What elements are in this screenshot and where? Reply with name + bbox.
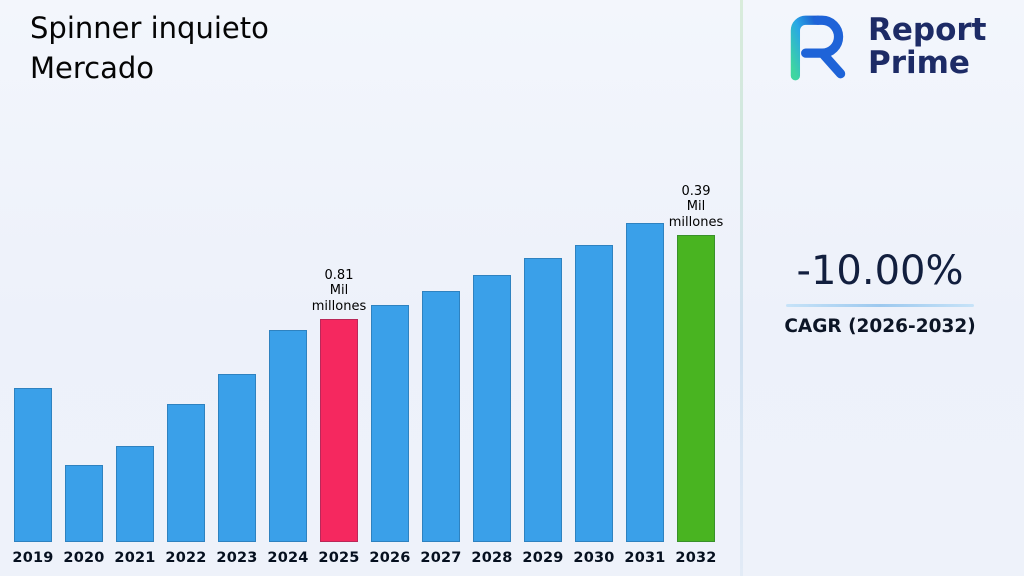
logo-word-report: Report bbox=[868, 12, 987, 49]
logo-word-prime: Prime bbox=[868, 45, 970, 81]
x-tick-2020: 2020 bbox=[63, 550, 105, 566]
bar-2026 bbox=[371, 305, 409, 542]
bar-column-2031: 2031 bbox=[624, 184, 666, 566]
bar-column-2023: 2023 bbox=[216, 184, 258, 566]
x-tick-2023: 2023 bbox=[216, 550, 258, 566]
bar-column-2019: 2019 bbox=[12, 184, 54, 566]
bar-2028 bbox=[473, 275, 511, 542]
cagr-value: -10.00% bbox=[796, 248, 964, 294]
bar-2020 bbox=[65, 465, 103, 542]
x-tick-2029: 2029 bbox=[522, 550, 564, 566]
bar-2030 bbox=[575, 245, 613, 542]
bar-column-2028: 2028 bbox=[471, 184, 513, 566]
report-prime-logo-icon bbox=[790, 15, 846, 81]
page-title: Spinner inquieto Mercado bbox=[30, 8, 269, 88]
x-tick-2031: 2031 bbox=[624, 550, 666, 566]
bar-2019 bbox=[14, 388, 52, 542]
report-prime-logo: Report Prime bbox=[780, 10, 987, 84]
x-tick-2025: 2025 bbox=[318, 550, 360, 566]
page-title-line2: Mercado bbox=[30, 51, 155, 86]
page-title-line1: Spinner inquieto bbox=[30, 11, 269, 45]
report-prime-logo-text: Report Prime bbox=[868, 14, 987, 79]
x-tick-2026: 2026 bbox=[369, 550, 411, 566]
x-tick-2028: 2028 bbox=[471, 550, 513, 566]
cagr-underline bbox=[786, 304, 974, 307]
x-tick-2021: 2021 bbox=[114, 550, 156, 566]
bar-2032 bbox=[677, 234, 715, 542]
bars-row: 2019 2020 2021 2022 2023 2024 0.81 Mil millone… bbox=[12, 184, 723, 566]
bar-2022 bbox=[167, 404, 205, 542]
x-tick-2032: 2032 bbox=[675, 550, 717, 566]
bar-column-2032: 0.39 Mil millones 2032 bbox=[669, 184, 723, 566]
bar-annotation-2025: 0.81 Mil millones bbox=[311, 268, 367, 314]
bar-column-2021: 2021 bbox=[114, 184, 156, 566]
bar-2031 bbox=[626, 223, 664, 542]
bar-2021 bbox=[116, 446, 154, 542]
bar-column-2029: 2029 bbox=[522, 184, 564, 566]
x-tick-2030: 2030 bbox=[573, 550, 615, 566]
bar-column-2025: 0.81 Mil millones 2025 bbox=[312, 184, 366, 566]
bar-column-2022: 2022 bbox=[165, 184, 207, 566]
bar-column-2030: 2030 bbox=[573, 184, 615, 566]
bar-column-2027: 2027 bbox=[420, 184, 462, 566]
bar-chart: 2019 2020 2021 2022 2023 2024 0.81 Mil millone… bbox=[12, 184, 723, 566]
bar-2024 bbox=[269, 330, 307, 542]
bar-column-2024: 2024 bbox=[267, 184, 309, 566]
vertical-divider bbox=[740, 0, 743, 576]
cagr-panel: -10.00% CAGR (2026-2032) bbox=[770, 248, 990, 337]
x-tick-2019: 2019 bbox=[12, 550, 54, 566]
x-tick-2022: 2022 bbox=[165, 550, 207, 566]
bar-column-2026: 2026 bbox=[369, 184, 411, 566]
cagr-label: CAGR (2026-2032) bbox=[784, 316, 976, 337]
x-tick-2024: 2024 bbox=[267, 550, 309, 566]
bar-annotation-2032: 0.39 Mil millones bbox=[668, 184, 724, 230]
bar-2029 bbox=[524, 258, 562, 542]
bar-column-2020: 2020 bbox=[63, 184, 105, 566]
x-tick-2027: 2027 bbox=[420, 550, 462, 566]
bar-2025 bbox=[320, 319, 358, 542]
bar-2023 bbox=[218, 374, 256, 542]
bar-2027 bbox=[422, 291, 460, 542]
